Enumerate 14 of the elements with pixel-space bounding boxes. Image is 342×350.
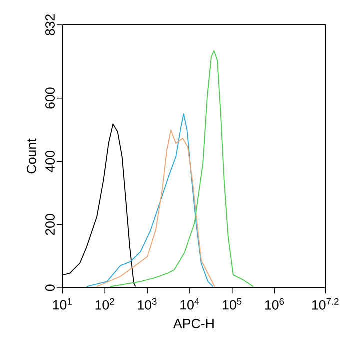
x-tick-label: 10$^{6}$: [265, 298, 284, 310]
y-tick-label: 400: [46, 150, 55, 172]
x-tick-label: 10$^{7.2}$: [312, 298, 339, 310]
x-tick-label: 10$^{5}$: [223, 298, 242, 310]
x-tick-label: 10$^{1}$: [53, 298, 72, 310]
y-tick-label: 832: [46, 14, 55, 36]
y-axis-title: Count: [26, 138, 36, 174]
x-tick-label: 10$^{3}$: [138, 298, 157, 310]
y-tick-label: 200: [46, 214, 55, 236]
x-axis-title: APC-H: [173, 319, 214, 328]
y-tick-label: 0: [46, 284, 55, 292]
x-tick-label: 10$^{2}$: [96, 298, 114, 310]
y-tick-label: 600: [46, 88, 55, 109]
x-tick-label: 10$^{4}$: [180, 298, 200, 310]
